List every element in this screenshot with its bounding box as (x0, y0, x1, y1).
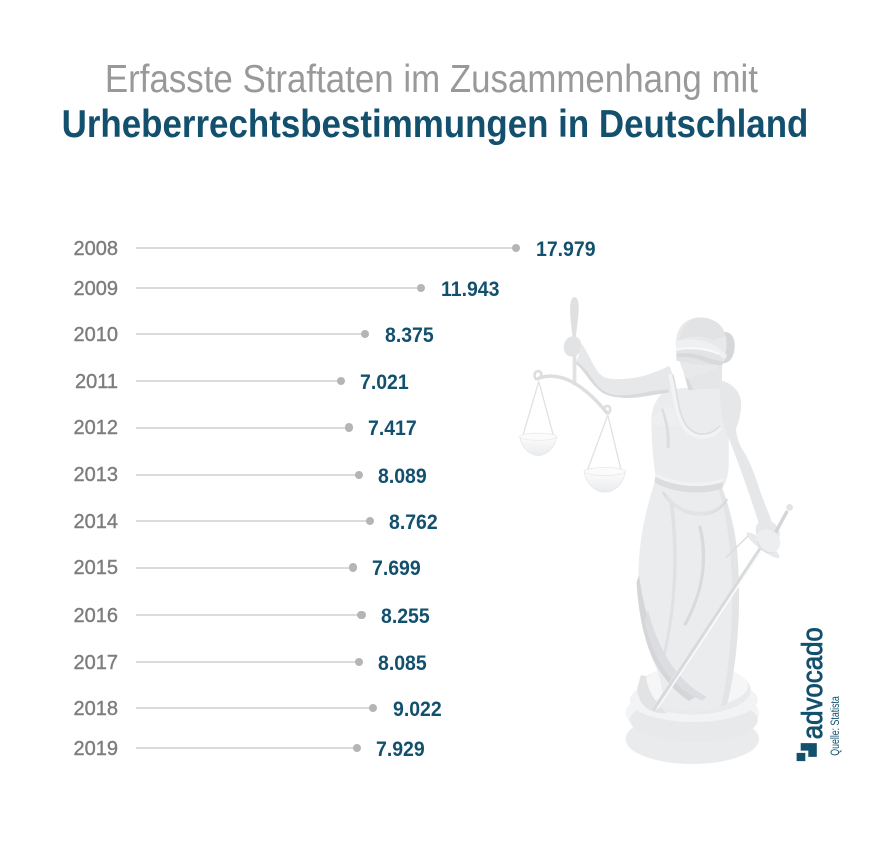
svg-text:Quelle: Statista: Quelle: Statista (830, 696, 842, 756)
svg-text:advocado: advocado (797, 627, 829, 739)
